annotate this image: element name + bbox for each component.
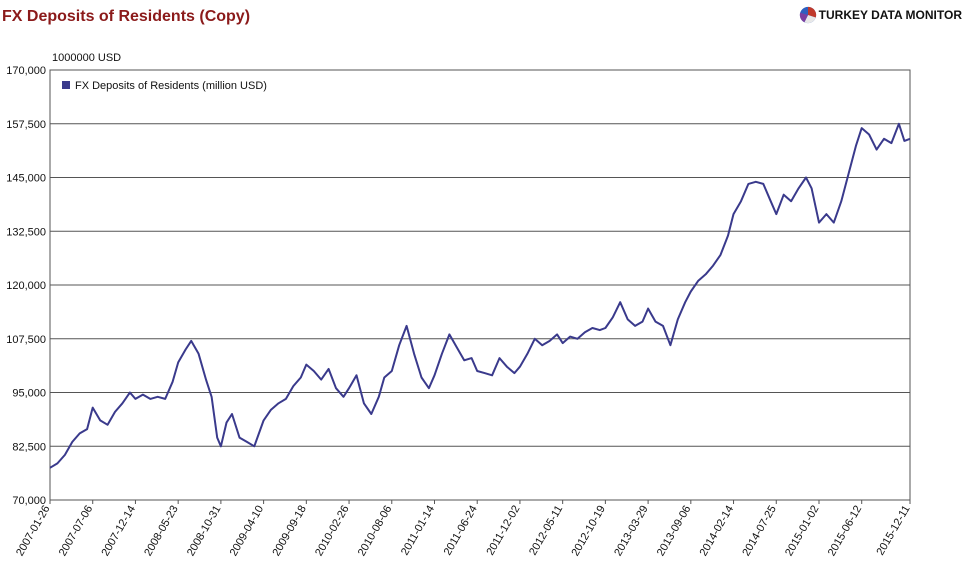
- y-axis-unit-label: 1000000 USD: [52, 52, 122, 64]
- y-tick-label: 120,000: [6, 280, 46, 292]
- y-tick-label: 170,000: [6, 65, 46, 77]
- x-axis: 2007-01-26 2007-07-06 2007-12-14 2008-05-23…: [14, 500, 913, 558]
- x-tick-label: 2014-07-25: [740, 504, 779, 559]
- brand-name: TURKEY DATA MONITOR: [818, 8, 962, 22]
- pie-logo-icon: [799, 6, 816, 24]
- y-tick-label: 132,500: [6, 226, 46, 238]
- x-tick-label: 2007-07-06: [57, 504, 96, 559]
- y-tick-label: 157,500: [6, 119, 46, 131]
- x-tick-label: 2010-02-26: [313, 504, 352, 559]
- legend: FX Deposits of Residents (million USD): [62, 80, 267, 92]
- x-tick-label: 2011-12-02: [484, 504, 522, 558]
- x-tick-label: 2013-09-06: [655, 504, 694, 559]
- grid-layer: [49, 69, 911, 501]
- x-tick-label: 2009-04-10: [228, 504, 267, 559]
- legend-swatch: [62, 81, 70, 89]
- x-tick-label: 2013-03-29: [612, 504, 651, 559]
- y-tick-label: 82,500: [12, 441, 46, 453]
- x-tick-label: 2008-05-23: [142, 504, 181, 559]
- series-line-fx-deposits: [49, 122, 911, 469]
- x-tick-label: 2009-09-18: [270, 504, 309, 559]
- y-tick-label: 70,000: [12, 495, 46, 507]
- x-tick-label: 2011-06-24: [442, 504, 480, 558]
- x-tick-label: 2014-02-14: [698, 504, 737, 559]
- y-axis: 70,000 82,500 95,000 107,500 120,000 132,500 1…: [6, 65, 46, 507]
- y-tick-label: 145,000: [6, 173, 46, 185]
- series-layer: [49, 122, 911, 469]
- x-tick-label: 2010-08-06: [356, 504, 395, 559]
- y-tick-label: 95,000: [12, 388, 46, 400]
- x-tick-label: 2015-06-12: [826, 504, 865, 559]
- x-tick-label: 2011-01-14: [399, 504, 437, 558]
- x-tick-label: 2015-12-11: [874, 504, 912, 558]
- x-tick-label: 2007-12-14: [100, 504, 139, 559]
- x-tick-label: 2008-10-31: [185, 504, 224, 559]
- y-tick-label: 107,500: [6, 334, 46, 346]
- x-tick-label: 2007-01-26: [14, 504, 53, 559]
- chart-title: FX Deposits of Residents (Copy): [2, 8, 251, 25]
- legend-label: FX Deposits of Residents (million USD): [75, 80, 267, 92]
- x-tick-label: 2012-10-19: [569, 504, 608, 559]
- brand-logo: TURKEY DATA MONITOR: [799, 6, 962, 24]
- x-tick-label: 2015-01-02: [783, 504, 822, 559]
- x-tick-label: 2012-05-11: [527, 504, 565, 558]
